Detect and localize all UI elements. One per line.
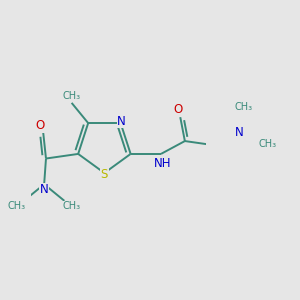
Text: O: O bbox=[173, 103, 182, 116]
Text: CH₃: CH₃ bbox=[259, 139, 277, 149]
Text: N: N bbox=[40, 183, 49, 196]
Text: CH₃: CH₃ bbox=[63, 92, 81, 101]
Text: N: N bbox=[117, 115, 126, 128]
Text: O: O bbox=[35, 119, 44, 132]
Text: CH₃: CH₃ bbox=[63, 201, 81, 211]
Text: NH: NH bbox=[154, 157, 172, 169]
Text: S: S bbox=[101, 168, 108, 181]
Text: N: N bbox=[235, 126, 244, 139]
Text: CH₃: CH₃ bbox=[8, 201, 26, 211]
Text: CH₃: CH₃ bbox=[235, 102, 253, 112]
